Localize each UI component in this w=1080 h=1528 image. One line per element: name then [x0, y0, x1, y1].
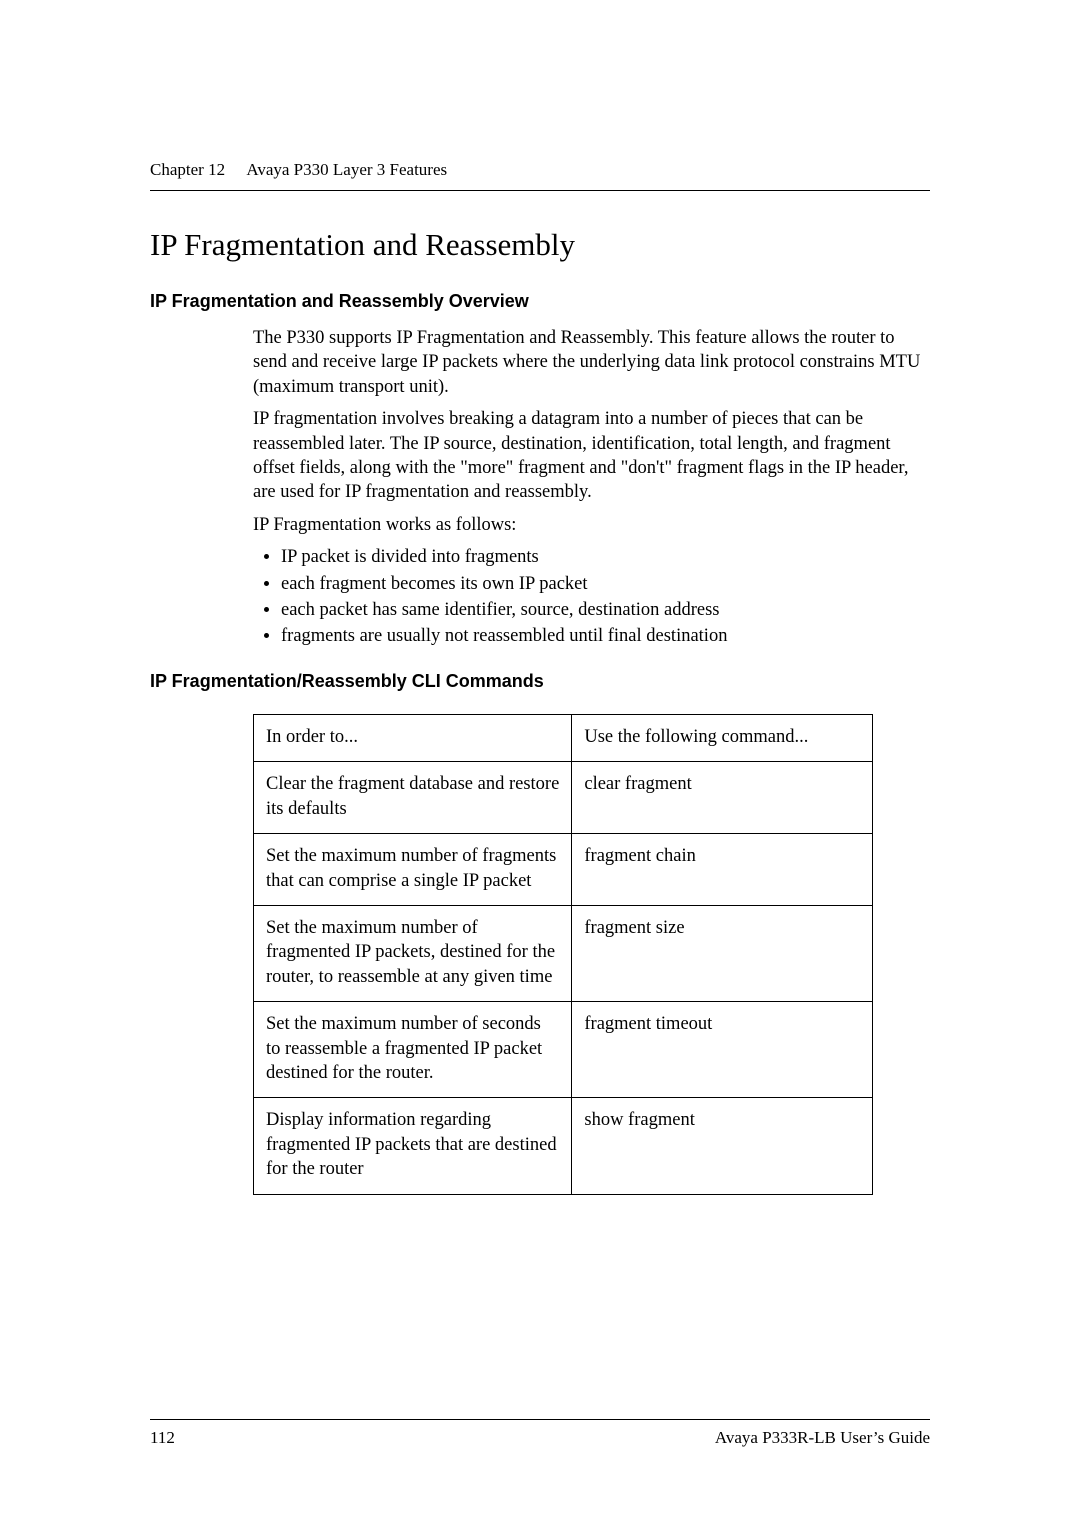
- table-cell-cmd: fragment chain: [572, 834, 873, 906]
- table-cell-cmd: fragment size: [572, 905, 873, 1001]
- table-header-col2: Use the following command...: [572, 714, 873, 761]
- cli-heading: IP Fragmentation/Reassembly CLI Commands: [150, 671, 930, 692]
- table-header-row: In order to... Use the following command…: [254, 714, 873, 761]
- guide-title: Avaya P333R-LB User’s Guide: [715, 1428, 930, 1448]
- table-row: Set the maximum number of fragmented IP …: [254, 905, 873, 1001]
- footer-rule: [150, 1419, 930, 1420]
- overview-heading: IP Fragmentation and Reassembly Overview: [150, 291, 930, 312]
- chapter-title: Avaya P330 Layer 3 Features: [246, 160, 447, 179]
- page-footer: 112 Avaya P333R-LB User’s Guide: [150, 1419, 930, 1448]
- overview-body: The P330 supports IP Fragmentation and R…: [253, 326, 930, 649]
- table-row: Display information regarding fragmented…: [254, 1098, 873, 1194]
- table-row: Clear the fragment database and restore …: [254, 762, 873, 834]
- cli-commands-table: In order to... Use the following command…: [253, 714, 873, 1195]
- table-cell-cmd: clear fragment: [572, 762, 873, 834]
- table-cell-cmd: fragment timeout: [572, 1002, 873, 1098]
- overview-bullet: each fragment becomes its own IP packet: [281, 572, 930, 596]
- overview-bullets: IP packet is divided into fragments each…: [253, 545, 930, 649]
- running-header: Chapter 12 Avaya P330 Layer 3 Features: [150, 160, 930, 180]
- chapter-label: Chapter 12: [150, 160, 225, 179]
- table-row: Set the maximum number of fragments that…: [254, 834, 873, 906]
- header-rule: [150, 190, 930, 191]
- table-cell-desc: Set the maximum number of fragments that…: [254, 834, 572, 906]
- overview-p2: IP fragmentation involves breaking a dat…: [253, 407, 930, 505]
- page-number: 112: [150, 1428, 175, 1448]
- overview-p1: The P330 supports IP Fragmentation and R…: [253, 326, 930, 399]
- overview-bullet: IP packet is divided into fragments: [281, 545, 930, 569]
- overview-bullet: each packet has same identifier, source,…: [281, 598, 930, 622]
- table-header-col1: In order to...: [254, 714, 572, 761]
- table-cell-desc: Clear the fragment database and restore …: [254, 762, 572, 834]
- overview-p3: IP Fragmentation works as follows:: [253, 513, 930, 537]
- table-cell-desc: Set the maximum number of fragmented IP …: [254, 905, 572, 1001]
- table-cell-desc: Display information regarding fragmented…: [254, 1098, 572, 1194]
- overview-bullet: fragments are usually not reassembled un…: [281, 624, 930, 648]
- table-cell-cmd: show fragment: [572, 1098, 873, 1194]
- table-row: Set the maximum number of seconds to rea…: [254, 1002, 873, 1098]
- table-cell-desc: Set the maximum number of seconds to rea…: [254, 1002, 572, 1098]
- page-title: IP Fragmentation and Reassembly: [150, 227, 930, 263]
